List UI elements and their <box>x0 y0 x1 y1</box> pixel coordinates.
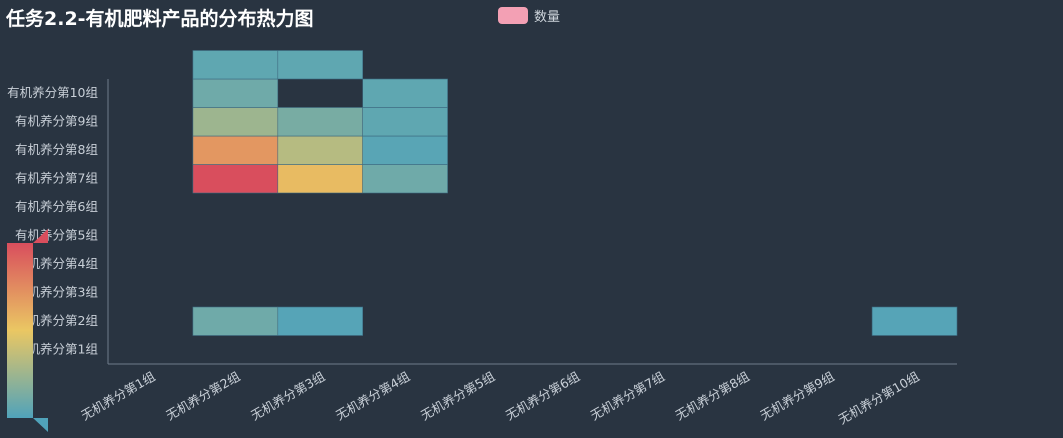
visual-map-bottom-handle[interactable] <box>33 418 48 432</box>
x-tick-label: 无机养分第2组 <box>163 369 242 423</box>
y-tick-label: 有机养分第3组 <box>15 284 98 299</box>
heatmap-cell[interactable] <box>277 306 363 336</box>
y-tick-label: 有机养分第10组 <box>7 85 98 100</box>
axes: 有机养分第1组有机养分第2组有机养分第3组有机养分第4组有机养分第5组有机养分第… <box>7 79 957 427</box>
heatmap-cells <box>192 50 958 336</box>
heatmap-cell[interactable] <box>192 164 279 194</box>
x-tick-label: 无机养分第4组 <box>333 369 412 423</box>
heatmap-cell[interactable] <box>362 164 448 194</box>
x-tick-label: 无机养分第8组 <box>673 369 752 423</box>
y-tick-label: 有机养分第4组 <box>15 256 98 271</box>
heatmap-cell[interactable] <box>277 135 363 165</box>
y-tick-label: 有机养分第5组 <box>15 227 98 242</box>
heatmap-cell[interactable] <box>362 107 448 137</box>
visual-map[interactable] <box>7 229 48 432</box>
y-tick-label: 有机养分第7组 <box>15 170 98 185</box>
heatmap-cell[interactable] <box>871 306 958 336</box>
heatmap-cell[interactable] <box>362 135 448 165</box>
x-tick-label: 无机养分第9组 <box>758 369 837 423</box>
heatmap-cell[interactable] <box>192 306 279 336</box>
x-tick-label: 无机养分第6组 <box>503 369 582 423</box>
heatmap-cell[interactable] <box>277 50 363 80</box>
y-tick-label: 有机养分第8组 <box>15 142 98 157</box>
legend-swatch[interactable] <box>498 7 528 24</box>
y-tick-label: 有机养分第6组 <box>15 199 98 214</box>
chart-title: 任务2.2-有机肥料产品的分布热力图 <box>6 8 314 30</box>
visual-map-bar[interactable] <box>7 243 33 418</box>
legend-label[interactable]: 数量 <box>534 10 561 25</box>
heatmap-cell[interactable] <box>362 78 448 108</box>
y-tick-label: 有机养分第2组 <box>15 313 98 328</box>
y-tick-label: 有机养分第9组 <box>15 113 98 128</box>
visual-map-top-handle[interactable] <box>33 229 48 243</box>
y-tick-label: 有机养分第1组 <box>15 341 98 356</box>
heatmap-cell[interactable] <box>192 50 279 80</box>
x-tick-label: 无机养分第5组 <box>418 369 497 423</box>
x-tick-label: 无机养分第7组 <box>588 369 667 423</box>
legend[interactable]: 数量 <box>498 6 560 25</box>
heatmap-cell[interactable] <box>192 135 279 165</box>
heatmap-cell[interactable] <box>277 164 363 194</box>
x-tick-label: 无机养分第1组 <box>78 369 157 423</box>
heatmap-cell[interactable] <box>277 107 363 137</box>
heatmap-cell[interactable] <box>192 107 279 137</box>
heatmap-cell[interactable] <box>192 78 279 108</box>
x-tick-label: 无机养分第3组 <box>248 369 327 423</box>
x-tick-label: 无机养分第10组 <box>836 369 922 427</box>
